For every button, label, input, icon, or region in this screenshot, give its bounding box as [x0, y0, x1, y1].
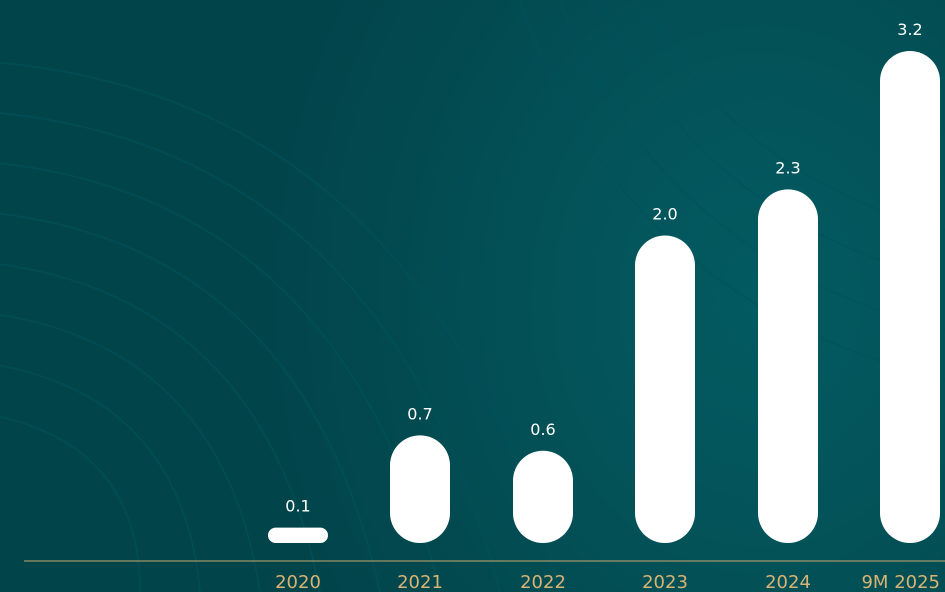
category-label-2023: 2023: [642, 572, 688, 592]
value-label-2022: 0.6: [530, 420, 555, 439]
category-label-9m-2025: 9M 2025: [861, 572, 940, 592]
category-label-2024: 2024: [765, 572, 811, 592]
bar-2020: [268, 527, 328, 543]
value-label-2021: 0.7: [407, 404, 432, 423]
bar-2022: [513, 450, 573, 543]
category-labels-group: 2020 2021 2022 2023 2024 9M 2025: [275, 572, 940, 592]
value-label-2020: 0.1: [285, 497, 310, 516]
value-labels-group: 0.1 0.7 0.6 2.0 2.3 3.2: [285, 20, 922, 516]
bar-2023: [635, 235, 695, 543]
bar-9m-2025: [880, 51, 940, 543]
category-label-2022: 2022: [520, 572, 566, 592]
category-label-2021: 2021: [397, 572, 443, 592]
category-label-2020: 2020: [275, 572, 321, 592]
value-label-2024: 2.3: [775, 158, 800, 177]
bars-group: [268, 51, 940, 543]
bar-2024: [758, 189, 818, 543]
value-label-9m-2025: 3.2: [897, 20, 922, 39]
bar-2021: [390, 435, 450, 543]
value-label-2023: 2.0: [652, 205, 677, 224]
